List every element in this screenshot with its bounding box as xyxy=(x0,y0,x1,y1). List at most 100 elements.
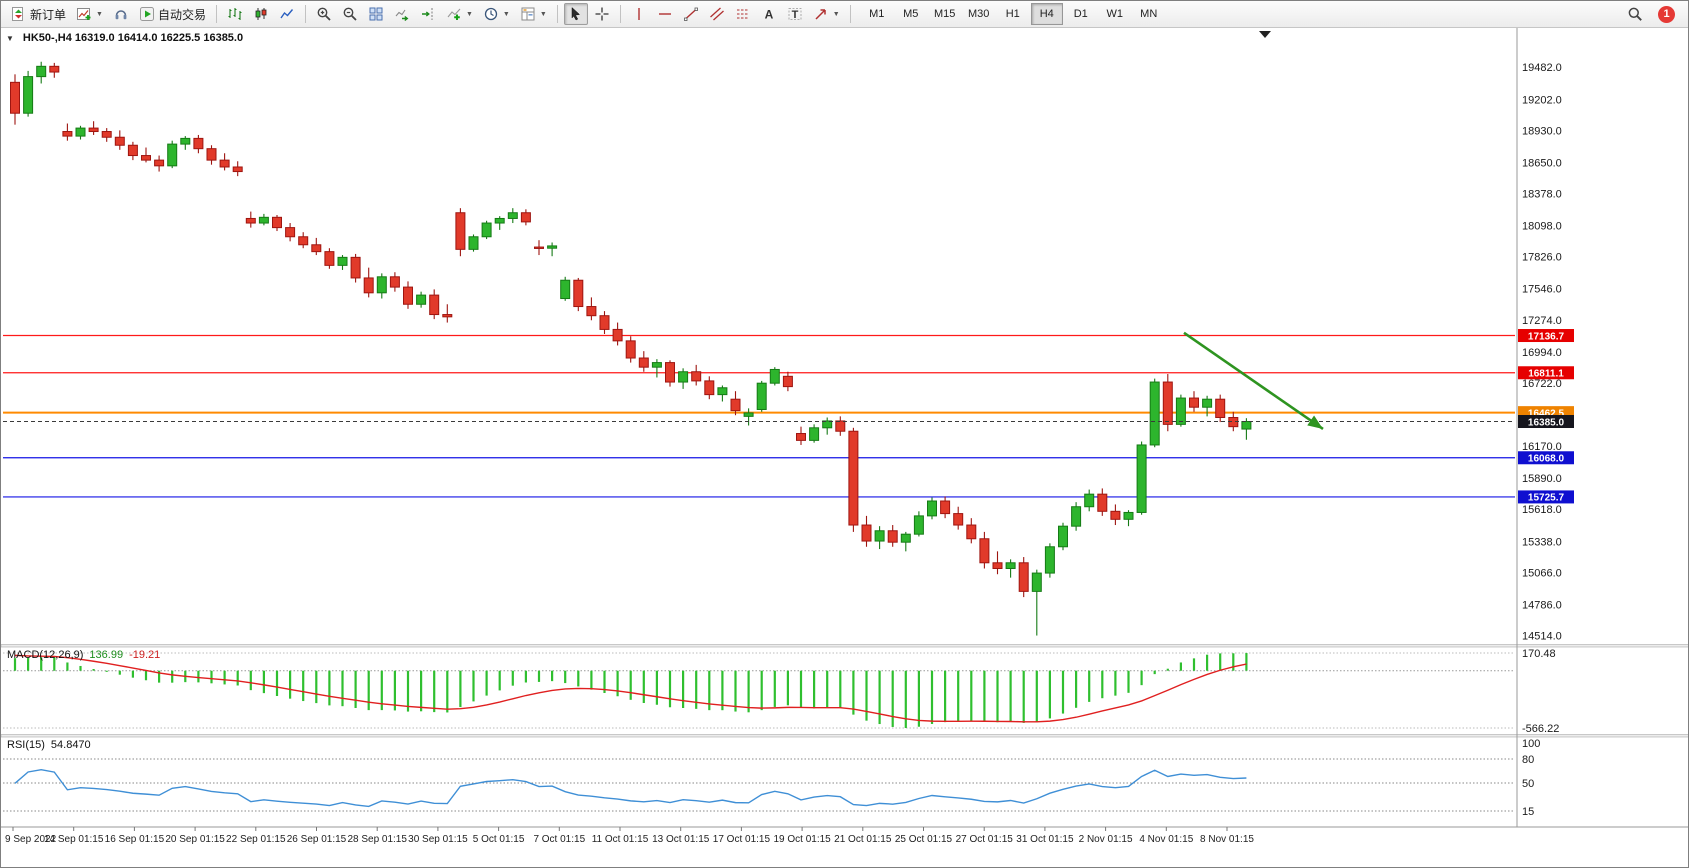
timeframe-d1[interactable]: D1 xyxy=(1073,8,1088,20)
vertical-line-icon xyxy=(638,8,640,20)
svg-text:19202.0: 19202.0 xyxy=(1522,94,1562,106)
horizontal-line-icon xyxy=(658,13,671,15)
new-chart-button[interactable]: ▼ xyxy=(72,3,107,25)
svg-text:-566.22: -566.22 xyxy=(1522,723,1559,735)
svg-text:16170.0: 16170.0 xyxy=(1522,441,1562,453)
svg-text:21 Oct 01:15: 21 Oct 01:15 xyxy=(834,834,892,845)
zoom-out-button[interactable] xyxy=(338,3,362,25)
svg-text:16994.0: 16994.0 xyxy=(1522,347,1562,359)
chart-canvas[interactable]: 19482.0 19202.0 18930.0 18650.0 18378.0 18098… xyxy=(1,28,1689,868)
svg-text:5 Oct 01:15: 5 Oct 01:15 xyxy=(473,834,525,845)
chart-shift-icon xyxy=(421,8,433,20)
periods-icon xyxy=(484,7,498,21)
timeframe-m30[interactable]: M30 xyxy=(968,8,990,20)
macd-main-value: 136.99 xyxy=(89,649,124,661)
svg-text:17274.0: 17274.0 xyxy=(1522,315,1562,327)
timeframe-m1[interactable]: M1 xyxy=(869,8,885,20)
svg-text:50: 50 xyxy=(1522,778,1534,790)
svg-text:2 Nov 01:15: 2 Nov 01:15 xyxy=(1079,834,1133,845)
horizontal-line-tool-button[interactable] xyxy=(653,3,677,25)
new-order-icon xyxy=(12,7,23,21)
arrows-tool-button[interactable]: ▼ xyxy=(809,3,844,25)
cursor-button[interactable] xyxy=(563,3,588,25)
search-button[interactable] xyxy=(1623,3,1647,25)
toolbar-separator xyxy=(556,5,558,23)
svg-text:16722.0: 16722.0 xyxy=(1522,378,1562,390)
svg-text:26 Sep 01:15: 26 Sep 01:15 xyxy=(287,834,347,845)
toolbar-separator xyxy=(849,5,851,23)
svg-text:14514.0: 14514.0 xyxy=(1522,631,1562,643)
timeframe-w1[interactable]: W1 xyxy=(1106,8,1123,20)
candlestick-mode-button[interactable] xyxy=(249,3,273,25)
rsi-label: RSI(15) 54.8470 xyxy=(7,739,91,751)
timeframe-m5[interactable]: M5 xyxy=(903,8,919,20)
headset-icon xyxy=(115,10,127,20)
timeframe-h4[interactable]: H4 xyxy=(1030,3,1063,25)
svg-text:15: 15 xyxy=(1522,806,1534,818)
svg-text:11 Oct 01:15: 11 Oct 01:15 xyxy=(592,834,649,845)
line-chart-mode-button[interactable] xyxy=(275,3,299,25)
auto-scroll-icon xyxy=(395,9,409,22)
svg-text:18378.0: 18378.0 xyxy=(1522,189,1562,201)
toolbar-right-group: 1 xyxy=(1622,3,1675,25)
headset-button[interactable] xyxy=(109,3,133,25)
macd-label: MACD(12,26,9) 136.99 -19.21 xyxy=(7,649,160,661)
rsi-name: RSI(15) xyxy=(7,739,45,751)
symbol-ohlc-title: HK50-,H4 16319.0 16414.0 16225.5 16385.0 xyxy=(22,32,244,44)
auto-scroll-button[interactable] xyxy=(390,3,414,25)
tile-windows-button[interactable] xyxy=(364,3,388,25)
autotrading-label: 自动交易 xyxy=(157,7,206,22)
svg-text:16068.0: 16068.0 xyxy=(1528,454,1565,465)
timeframe-m15[interactable]: M15 xyxy=(934,8,956,20)
svg-text:16462.5: 16462.5 xyxy=(1528,408,1565,419)
new-chart-icon xyxy=(77,8,91,20)
search-icon xyxy=(1628,7,1642,21)
svg-text:100: 100 xyxy=(1522,738,1540,750)
templates-button[interactable]: ▼ xyxy=(516,3,551,25)
svg-text:4 Nov 01:15: 4 Nov 01:15 xyxy=(1139,834,1193,845)
chart-title-bar: ▼ HK50-,H4 16319.0 16414.0 16225.5 16385… xyxy=(6,32,243,44)
fibonacci-icon xyxy=(736,9,749,19)
toolbar: 新订单 ▼ 自动交易 xyxy=(1,1,1688,28)
new-order-label: 新订单 xyxy=(30,7,67,22)
vertical-line-tool-button[interactable] xyxy=(627,3,651,25)
indicators-button[interactable]: ▼ xyxy=(442,3,477,25)
zoom-out-icon xyxy=(343,7,357,21)
svg-text:22 Sep 01:15: 22 Sep 01:15 xyxy=(226,834,286,845)
svg-text:8 Nov 01:15: 8 Nov 01:15 xyxy=(1200,834,1254,845)
chevron-down-icon: ▼ xyxy=(502,10,510,18)
timeframe-h1[interactable]: H1 xyxy=(1005,8,1020,20)
autotrading-button[interactable]: 自动交易 xyxy=(135,3,210,25)
bar-chart-mode-button[interactable] xyxy=(223,3,247,25)
candlesticks-icon xyxy=(255,8,267,20)
crosshair-button[interactable] xyxy=(590,3,614,25)
macd-name: MACD(12,26,9) xyxy=(7,649,84,661)
svg-text:27 Oct 01:15: 27 Oct 01:15 xyxy=(956,834,1014,845)
collapse-triangle-icon[interactable]: ▼ xyxy=(6,34,14,43)
timeframe-mn[interactable]: MN xyxy=(1140,8,1158,20)
svg-text:14786.0: 14786.0 xyxy=(1522,599,1562,611)
new-order-button[interactable]: 新订单 xyxy=(7,3,70,25)
text-tool-button[interactable]: A xyxy=(757,3,781,25)
fibonacci-tool-button[interactable] xyxy=(731,3,755,25)
line-chart-icon xyxy=(280,9,294,19)
notification-badge[interactable]: 1 xyxy=(1658,5,1675,23)
label-tool-button[interactable]: T xyxy=(783,3,807,25)
svg-text:19482.0: 19482.0 xyxy=(1522,62,1562,74)
periods-button[interactable]: ▼ xyxy=(479,3,514,25)
svg-text:25 Oct 01:15: 25 Oct 01:15 xyxy=(895,834,953,845)
svg-text:15066.0: 15066.0 xyxy=(1522,567,1562,579)
chart-shift-button[interactable] xyxy=(416,3,440,25)
trendline-icon xyxy=(683,7,698,21)
zoom-in-button[interactable] xyxy=(312,3,336,25)
channel-tool-button[interactable] xyxy=(705,3,729,25)
svg-text:17826.0: 17826.0 xyxy=(1522,252,1562,264)
svg-text:18650.0: 18650.0 xyxy=(1522,157,1562,169)
svg-text:16 Sep 01:15: 16 Sep 01:15 xyxy=(105,834,165,845)
crosshair-icon xyxy=(595,7,609,21)
svg-text:A: A xyxy=(764,8,773,22)
arrows-icon xyxy=(815,9,826,20)
trendline-tool-button[interactable] xyxy=(679,3,703,25)
svg-text:15338.0: 15338.0 xyxy=(1522,536,1562,548)
toolbar-separator xyxy=(304,5,306,23)
